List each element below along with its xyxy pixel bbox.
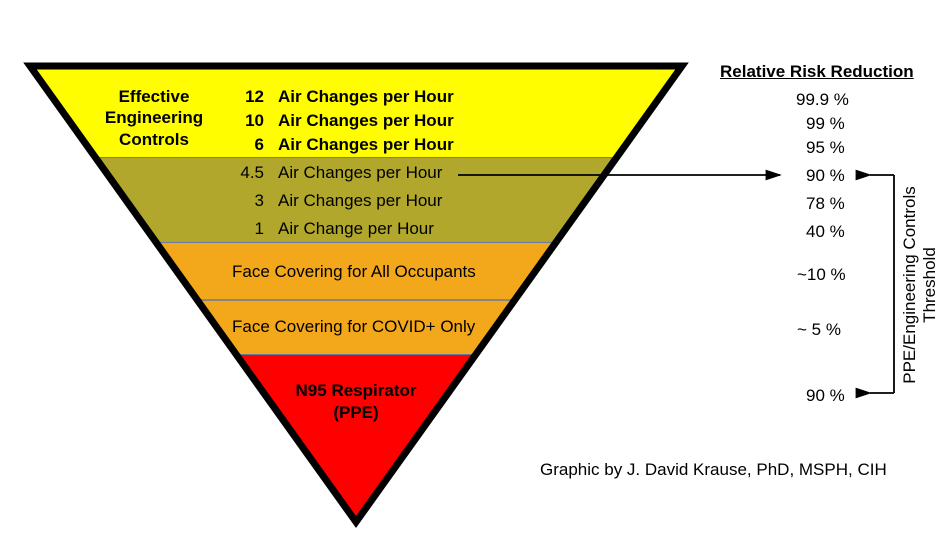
risk-value-40: 40 % bbox=[806, 222, 845, 242]
risk-value-78: 78 % bbox=[806, 194, 845, 214]
risk-value-99: 99 % bbox=[806, 114, 845, 134]
risk-reduction-header: Relative Risk Reduction bbox=[720, 62, 914, 82]
ach-row-1: 1Air Change per Hour bbox=[230, 219, 434, 239]
risk-value-95: 95 % bbox=[806, 138, 845, 158]
n95-respirator-label: N95 Respirator(PPE) bbox=[286, 380, 426, 424]
ach-row-6: 6Air Changes per Hour bbox=[230, 135, 454, 155]
ach-row-3: 3Air Changes per Hour bbox=[230, 191, 442, 211]
ach-row-4-5: 4.5Air Changes per Hour bbox=[230, 163, 442, 183]
graphic-credit: Graphic by J. David Krause, PhD, MSPH, C… bbox=[540, 460, 887, 480]
engineering-controls-title: Effective Engineering Controls bbox=[94, 86, 214, 150]
risk-value-10: ~10 % bbox=[797, 265, 846, 285]
risk-value-90: 90 % bbox=[806, 166, 845, 186]
threshold-label: PPE/Engineering ControlsThreshold bbox=[900, 170, 941, 400]
risk-value-99-9: 99.9 % bbox=[796, 90, 849, 110]
risk-value-n95: 90 % bbox=[806, 386, 845, 406]
infographic-stage: Effective Engineering Controls 12Air Cha… bbox=[0, 0, 946, 545]
face-covering-covid: Face Covering for COVID+ Only bbox=[232, 317, 475, 337]
risk-value-5: ~ 5 % bbox=[797, 320, 841, 340]
ach-row-12: 12Air Changes per Hour bbox=[230, 87, 454, 107]
ach-row-10: 10Air Changes per Hour bbox=[230, 111, 454, 131]
face-covering-all: Face Covering for All Occupants bbox=[232, 262, 476, 282]
